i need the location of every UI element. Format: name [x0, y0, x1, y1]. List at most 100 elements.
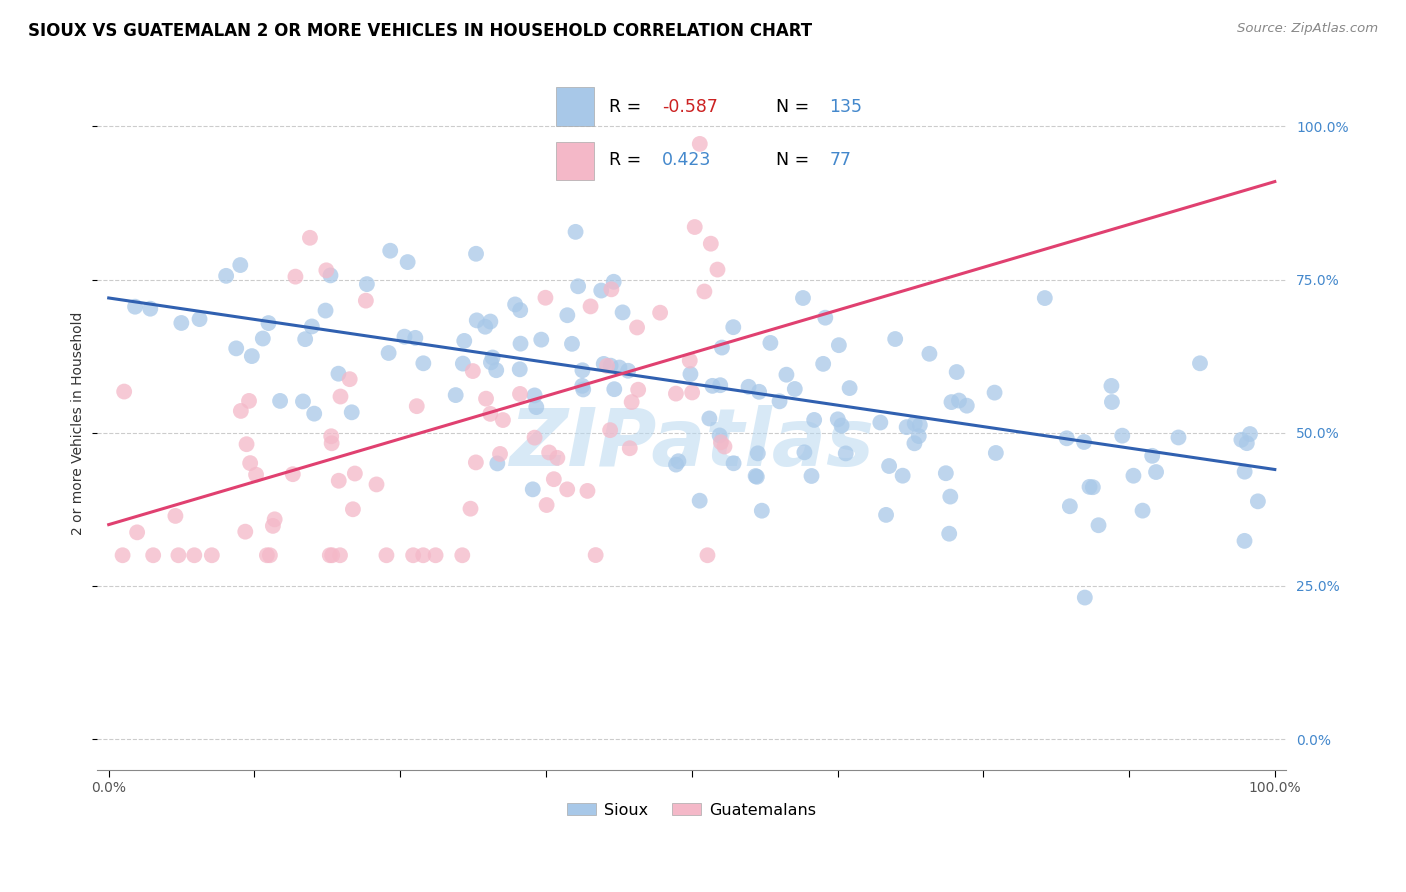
- Sioux: [394, 329, 416, 343]
- Sioux: [1144, 465, 1167, 479]
- Sioux: [956, 399, 979, 413]
- Guatemalans: [239, 456, 262, 470]
- Sioux: [269, 393, 291, 408]
- Guatemalans: [343, 467, 366, 481]
- Sioux: [875, 508, 897, 522]
- Sioux: [793, 445, 815, 459]
- Sioux: [1122, 468, 1144, 483]
- Sioux: [877, 458, 900, 473]
- Sioux: [591, 284, 613, 298]
- Sioux: [907, 429, 929, 443]
- Text: 77: 77: [830, 151, 851, 169]
- Sioux: [689, 493, 711, 508]
- Sioux: [124, 300, 146, 314]
- Sioux: [139, 301, 162, 316]
- Guatemalans: [464, 455, 486, 469]
- Sioux: [509, 303, 531, 318]
- Guatemalans: [165, 508, 187, 523]
- Sioux: [827, 412, 849, 426]
- Guatemalans: [710, 435, 733, 450]
- Sioux: [602, 275, 624, 289]
- Guatemalans: [245, 467, 267, 482]
- Guatemalans: [263, 512, 285, 526]
- Sioux: [945, 365, 967, 379]
- Sioux: [884, 332, 907, 346]
- Text: -0.587: -0.587: [662, 97, 718, 116]
- Sioux: [571, 379, 593, 393]
- Guatemalans: [233, 524, 256, 539]
- Sioux: [240, 349, 263, 363]
- Sioux: [1140, 449, 1163, 463]
- Sioux: [938, 526, 960, 541]
- Guatemalans: [693, 285, 716, 299]
- Sioux: [783, 382, 806, 396]
- Text: N =: N =: [776, 97, 815, 116]
- Guatemalans: [112, 384, 135, 399]
- Sioux: [453, 334, 475, 348]
- Bar: [555, 142, 593, 180]
- Sioux: [908, 418, 931, 433]
- Sioux: [1087, 518, 1109, 533]
- Guatemalans: [111, 548, 134, 562]
- Guatemalans: [713, 440, 735, 454]
- Sioux: [509, 336, 531, 351]
- Sioux: [612, 305, 634, 319]
- Legend: Sioux, Guatemalans: Sioux, Guatemalans: [561, 797, 823, 824]
- Sioux: [465, 247, 488, 261]
- Guatemalans: [235, 437, 257, 451]
- Guatemalans: [167, 548, 190, 562]
- Sioux: [709, 378, 731, 392]
- Sioux: [509, 362, 531, 376]
- Guatemalans: [229, 404, 252, 418]
- Guatemalans: [679, 353, 702, 368]
- Sioux: [699, 411, 721, 425]
- Text: N =: N =: [776, 151, 815, 169]
- Sioux: [567, 279, 589, 293]
- Sioux: [891, 468, 914, 483]
- Guatemalans: [256, 548, 278, 562]
- Sioux: [748, 384, 770, 399]
- Guatemalans: [321, 548, 343, 562]
- Guatemalans: [536, 498, 558, 512]
- Guatemalans: [315, 263, 337, 277]
- Guatemalans: [298, 231, 321, 245]
- Sioux: [225, 342, 247, 356]
- Sioux: [768, 394, 790, 409]
- Sioux: [319, 268, 342, 283]
- Guatemalans: [523, 431, 546, 445]
- Sioux: [479, 355, 502, 369]
- Bar: [555, 87, 593, 126]
- Text: 0.423: 0.423: [662, 151, 711, 169]
- Sioux: [918, 347, 941, 361]
- Sioux: [571, 363, 593, 377]
- Text: R =: R =: [609, 97, 647, 116]
- Sioux: [215, 268, 238, 283]
- Sioux: [294, 332, 316, 346]
- Sioux: [811, 357, 834, 371]
- Sioux: [396, 255, 419, 269]
- Sioux: [941, 395, 963, 409]
- Sioux: [747, 446, 769, 460]
- Guatemalans: [538, 445, 561, 459]
- Sioux: [803, 413, 825, 427]
- Guatemalans: [546, 450, 568, 465]
- Sioux: [474, 319, 496, 334]
- Sioux: [599, 359, 621, 373]
- Guatemalans: [127, 525, 149, 540]
- Sioux: [444, 388, 467, 402]
- Sioux: [828, 338, 851, 352]
- Sioux: [983, 385, 1005, 400]
- Guatemalans: [509, 387, 531, 401]
- Guatemalans: [259, 548, 281, 562]
- Sioux: [1188, 356, 1211, 370]
- Sioux: [302, 407, 325, 421]
- Sioux: [1101, 395, 1123, 409]
- Guatemalans: [576, 483, 599, 498]
- Guatemalans: [489, 447, 512, 461]
- Guatemalans: [321, 429, 343, 443]
- Sioux: [814, 310, 837, 325]
- Guatemalans: [600, 282, 623, 296]
- Sioux: [356, 277, 378, 292]
- Sioux: [1056, 431, 1078, 445]
- Guatemalans: [329, 390, 352, 404]
